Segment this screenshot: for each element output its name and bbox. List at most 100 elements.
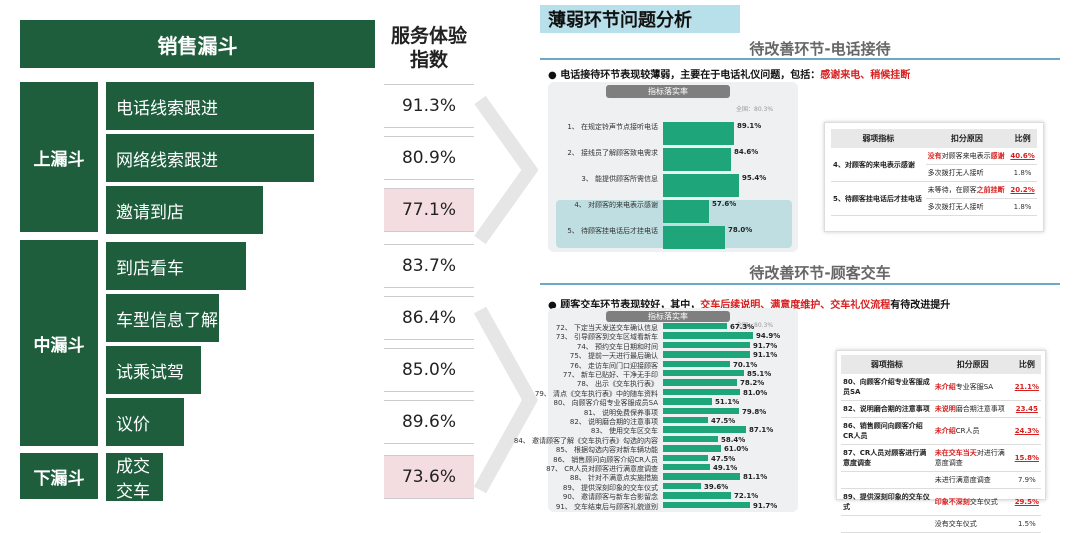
weak-ratio: 29.5%	[1012, 488, 1041, 516]
indicator-label: 76、 走访车间门口迎接顾客	[569, 361, 658, 370]
indicator-value: 95.4%	[742, 174, 767, 182]
weak-ratio: 20.2%	[1008, 181, 1037, 199]
indicator-bar	[663, 379, 737, 386]
indicator-row: 4、 对顾客的来电表示感谢 57.6%	[548, 200, 798, 223]
indicator-label: 85、 根据勾选内容对新车辆功能	[555, 446, 658, 455]
delivery-overall: 全国：80.3%	[736, 322, 774, 329]
phone-indicator-panel: 指标落实率 全国：80.3% 1、 在规定铃声节点接听电话 89.1% 2、 接线员…	[548, 82, 798, 252]
indicator-bar	[663, 226, 725, 249]
indicator-label: 5、 待顾客挂电话后才挂电话	[567, 227, 658, 235]
indicator-row: 72、 下定当天发送交车确认信息 67.3%	[548, 323, 798, 337]
weak-reason-red: 未在交车当天	[934, 449, 977, 457]
indicator-bar	[663, 341, 750, 349]
index-value: 85.0%	[384, 348, 474, 392]
weak-reason-text: CR人员	[955, 427, 980, 435]
indicator-value: 91.7%	[753, 341, 778, 350]
indicator-bar	[663, 200, 709, 223]
weak-reason: 未在交车当天对进行满意度调查	[932, 444, 1013, 472]
weak-indicator: 80、向顾客介绍专业客服成员SA	[841, 374, 933, 401]
index-value: 77.1%	[384, 188, 474, 232]
indicator-row: 86、 销售顾问向顾客介绍CR人员 47.5%	[548, 454, 798, 469]
indicator-row: 82、 说明磨合期的注意事项 47.5%	[548, 417, 798, 431]
delivery-weakness-table: 弱项指标 扣分原因 比例 80、向顾客介绍专业客服成员SA 未介绍专业客服SA 21.1…	[836, 350, 1046, 533]
th-indicator: 弱项指标	[841, 355, 933, 374]
phone-section-title: 待改善环节-电话接待	[749, 40, 891, 58]
weak-reason-red: 未介绍	[934, 427, 956, 435]
indicator-bar	[663, 435, 718, 443]
weak-reason-red: 没有	[927, 152, 942, 160]
phone-overall: 全国：80.3%	[736, 106, 774, 113]
weak-row: 86、销售顾问向顾客介绍CR人员 未介绍CR人员 24.3%	[841, 417, 1041, 445]
th-ratio: 比例	[1012, 355, 1041, 374]
delivery-indicator-panel: 指标落实率 全国：80.3% 72、 下定当天发送交车确认信息 67.3% 73、 …	[514, 308, 798, 512]
weak-ratio: 1.8%	[1008, 164, 1037, 182]
indicator-bar	[663, 454, 708, 461]
indicator-label: 83、 使用交车区交车	[590, 427, 658, 436]
indicator-value: 84.6%	[734, 148, 759, 156]
indicator-value: 81.0%	[743, 388, 768, 397]
phone-section-divider	[540, 58, 1060, 60]
indicator-value: 78.2%	[740, 379, 765, 388]
phone-weakness-table: 弱项指标 扣分原因 比例 4、对顾客的来电表示感谢 没有对顾客来电表示感谢 40.6…	[824, 122, 1044, 232]
weak-reason-text: 交车仪式	[969, 498, 998, 506]
indicator-label: 89、 提供深刻印象的交车仪式	[562, 483, 658, 492]
weak-row: 87、CR人员对顾客进行满意度调查 未在交车当天对进行满意度调查 15.8%	[841, 444, 1041, 472]
weak-reason-text: 对进行满意度调查	[934, 449, 1005, 467]
weak-reason: 印象不深刻交车仪式	[932, 488, 1013, 516]
weak-reason-text: 专业客服SA	[955, 383, 994, 391]
indicator-bar	[663, 426, 746, 433]
weak-indicator	[841, 471, 933, 489]
indicator-row: 89、 提供深刻印象的交车仪式 39.6%	[548, 482, 798, 497]
indicator-row: 84、 邀请顾客了解《交车执行表》勾选的内容 58.4%	[514, 435, 798, 450]
funnel-bar: 电话线索跟进	[106, 82, 314, 130]
indicator-label: 84、 邀请顾客了解《交车执行表》勾选的内容	[513, 436, 658, 445]
indicator-bar	[663, 388, 740, 396]
weak-row: 82、说明磨合期的注意事项 未说明磨合期注意事项 23.45	[841, 400, 1041, 418]
indicator-value: 70.1%	[733, 360, 758, 369]
weak-ratio: 21.1%	[1012, 374, 1041, 401]
weak-reason-red: 之前挂断	[976, 186, 1005, 194]
weak-reason-text: 未进行满意度调查	[934, 476, 991, 484]
index-value: 91.3%	[384, 84, 474, 128]
delivery-section-divider	[540, 283, 1060, 285]
weak-row: 89、提供深刻印象的交车仪式 印象不深刻交车仪式 29.5%	[841, 488, 1041, 516]
index-value: 83.7%	[384, 244, 474, 288]
weak-ratio: 23.45	[1012, 400, 1041, 418]
weak-ratio: 40.6%	[1008, 148, 1037, 165]
delivery-bullet-text: 顾客交车环节表现较好，其中，	[560, 300, 701, 311]
indicator-row: 79、 清点《交车执行表》中的随车资料 81.0%	[535, 388, 798, 403]
indicator-row: 78、 出示《交车执行表》 78.2%	[548, 379, 798, 393]
th-ratio: 比例	[1008, 129, 1037, 148]
weak-indicator: 5、待顾客挂电话后才挂电话	[831, 181, 926, 216]
stage-lower: 下漏斗	[20, 453, 98, 499]
indicator-row: 74、 预约交车日期和时间 91.7%	[548, 341, 798, 356]
indicator-bar	[663, 122, 734, 145]
indicator-label: 77、 新车已贴好、干净无手印	[562, 371, 658, 379]
indicator-label: 81、 说明免费保养事项	[583, 408, 658, 417]
weak-indicator: 86、销售顾问向顾客介绍CR人员	[841, 417, 933, 445]
indicator-row: 76、 走访车间门口迎接顾客 70.1%	[548, 360, 798, 375]
indicator-bar	[663, 148, 731, 171]
indicator-label: 86、 销售顾问向顾客介绍CR人员	[553, 455, 658, 464]
indicator-label: 87、 CR人员对顾客进行满意度调查	[546, 465, 658, 473]
indicator-row: 85、 根据勾选内容对新车辆功能 61.0%	[548, 445, 798, 459]
weak-reason-red: 印象不深刻	[934, 498, 970, 506]
funnel-title: 销售漏斗	[20, 20, 375, 68]
indicator-value: 91.1%	[753, 351, 778, 360]
indicator-value: 81.1%	[743, 473, 768, 482]
indicator-value: 58.4%	[721, 435, 746, 444]
indicator-label: 82、 说明磨合期的注意事项	[569, 418, 658, 426]
indicator-label: 2、 接线员了解顾客致电需求	[567, 149, 658, 157]
delivery-bullet-highlight: 交车后续说明、满意度维护、交车礼仪流程	[700, 300, 891, 311]
weak-reason: 多次拨打无人接听	[925, 164, 1009, 182]
weak-reason: 没有交车仪式	[932, 515, 1013, 533]
indicator-value: 57.6%	[712, 200, 737, 208]
indicator-bar	[663, 445, 721, 452]
index-value: 73.6%	[384, 455, 474, 499]
indicator-label: 1、 在规定铃声节点接听电话	[567, 123, 658, 131]
weak-reason-red: 未介绍	[934, 383, 956, 391]
weak-ratio: 1.8%	[1008, 198, 1037, 216]
weak-row: 80、向顾客介绍专业客服成员SA 未介绍专业客服SA 21.1%	[841, 374, 1041, 401]
indicator-row: 73、 引导顾客到交车区域看新车 94.9%	[548, 332, 798, 346]
indicator-value: 61.0%	[724, 445, 749, 454]
